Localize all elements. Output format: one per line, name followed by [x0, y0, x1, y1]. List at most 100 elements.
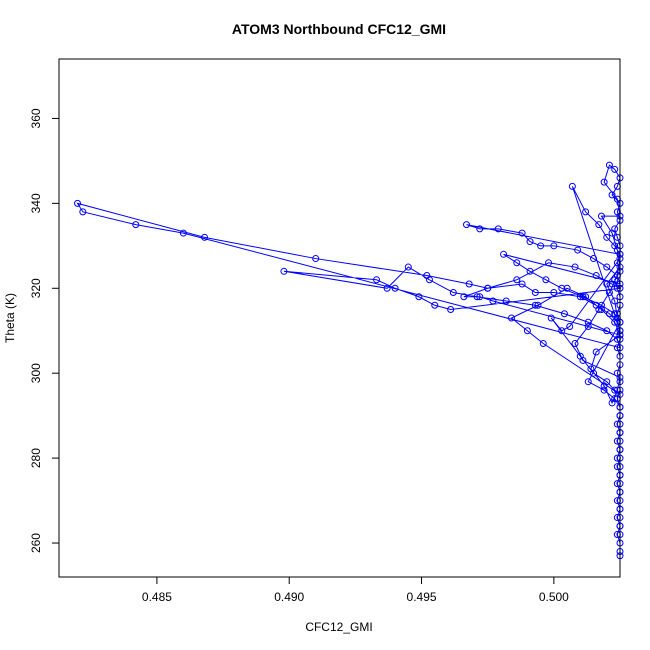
y-axis-label: Theta (K): [3, 293, 17, 343]
data-point: [550, 242, 558, 250]
data-point: [484, 284, 492, 292]
data-point: [595, 221, 603, 229]
data-point: [611, 386, 619, 394]
data-point: [576, 352, 584, 360]
data-point: [547, 314, 555, 322]
data-point: [574, 246, 582, 254]
data-point: [531, 301, 539, 309]
data-point: [526, 267, 534, 275]
data-point: [518, 280, 526, 288]
data-point: [537, 242, 545, 250]
data-point: [526, 238, 534, 246]
data-point: [590, 255, 598, 263]
data-point: [500, 250, 508, 258]
data-point: [473, 293, 481, 301]
data-point: [600, 178, 608, 186]
data-point: [592, 301, 600, 309]
data-point: [592, 272, 600, 280]
data-point: [531, 289, 539, 297]
data-point: [74, 199, 82, 207]
plot-frame: [58, 58, 621, 578]
data-point: [373, 276, 381, 284]
data-point: [508, 314, 515, 322]
data-point: [608, 229, 616, 237]
data-point: [523, 327, 531, 335]
x-axis-label: CFC12_GMI: [305, 620, 372, 634]
data-point: [404, 263, 412, 271]
data-point: [611, 395, 619, 403]
x-axis: 0.485 0.490 0.495 0.500: [142, 577, 569, 604]
data-point: [566, 322, 574, 330]
y-tick-label: 300: [29, 363, 43, 383]
data-point: [563, 284, 571, 292]
data-point: [558, 327, 566, 335]
y-axis: 260 280 300 320 340 360: [29, 108, 59, 553]
data-point: [571, 339, 579, 347]
data-point: [545, 259, 553, 267]
data-point: [280, 267, 288, 275]
data-point: [576, 293, 584, 301]
data-point: [431, 301, 439, 309]
data-point: [423, 272, 431, 280]
data-point: [611, 297, 619, 305]
data-point: [608, 280, 616, 288]
data-point: [597, 212, 605, 220]
data-point: [592, 348, 600, 356]
data-point: [542, 276, 550, 284]
y-tick-label: 360: [29, 108, 43, 128]
y-tick-label: 260: [29, 533, 43, 553]
data-point: [539, 339, 547, 347]
data-point: [79, 208, 87, 216]
data-point: [603, 263, 611, 271]
y-tick-label: 280: [29, 448, 43, 468]
data-point: [513, 259, 521, 267]
data-point: [611, 165, 619, 173]
data-point: [518, 229, 526, 237]
data-point: [489, 297, 497, 305]
data-point: [534, 301, 542, 309]
data-point: [513, 276, 521, 284]
data-point: [597, 301, 605, 309]
data-point: [603, 280, 611, 288]
data-point: [558, 284, 566, 292]
data-point: [605, 161, 613, 169]
data-point: [132, 221, 140, 229]
y-tick-label: 320: [29, 278, 43, 298]
data-point: [611, 318, 619, 326]
data-point: [476, 293, 484, 301]
data-point: [603, 327, 611, 335]
data-point: [449, 289, 457, 297]
x-tick-label: 0.490: [274, 590, 304, 604]
data-point: [582, 293, 590, 301]
data-point: [590, 369, 598, 377]
data-point: [312, 255, 320, 263]
data-point: [502, 297, 510, 305]
data-point: [476, 225, 484, 233]
data-point: [611, 310, 619, 318]
data-point: [600, 386, 608, 394]
data-point: [460, 293, 468, 301]
x-tick-label: 0.485: [142, 590, 172, 604]
data-point: [447, 306, 455, 314]
data-point: [611, 242, 619, 250]
chart-title: ATOM3 Northbound CFC12_GMI: [232, 21, 446, 37]
data-point: [597, 306, 605, 314]
data-point: [494, 225, 502, 233]
y-tick-label: 340: [29, 193, 43, 213]
data-point: [201, 233, 209, 241]
data-point: [582, 208, 590, 216]
data-point: [568, 182, 576, 190]
data-point: [579, 293, 587, 301]
data-point: [605, 310, 613, 318]
data-point: [383, 284, 391, 292]
data-point: [603, 233, 611, 241]
data-point: [463, 221, 471, 229]
data-point: [608, 191, 616, 199]
data-point: [584, 378, 592, 386]
data-point: [603, 378, 611, 386]
data-point: [605, 289, 613, 297]
data-point: [571, 263, 579, 271]
data-point: [391, 284, 399, 292]
data-point: [465, 280, 473, 288]
